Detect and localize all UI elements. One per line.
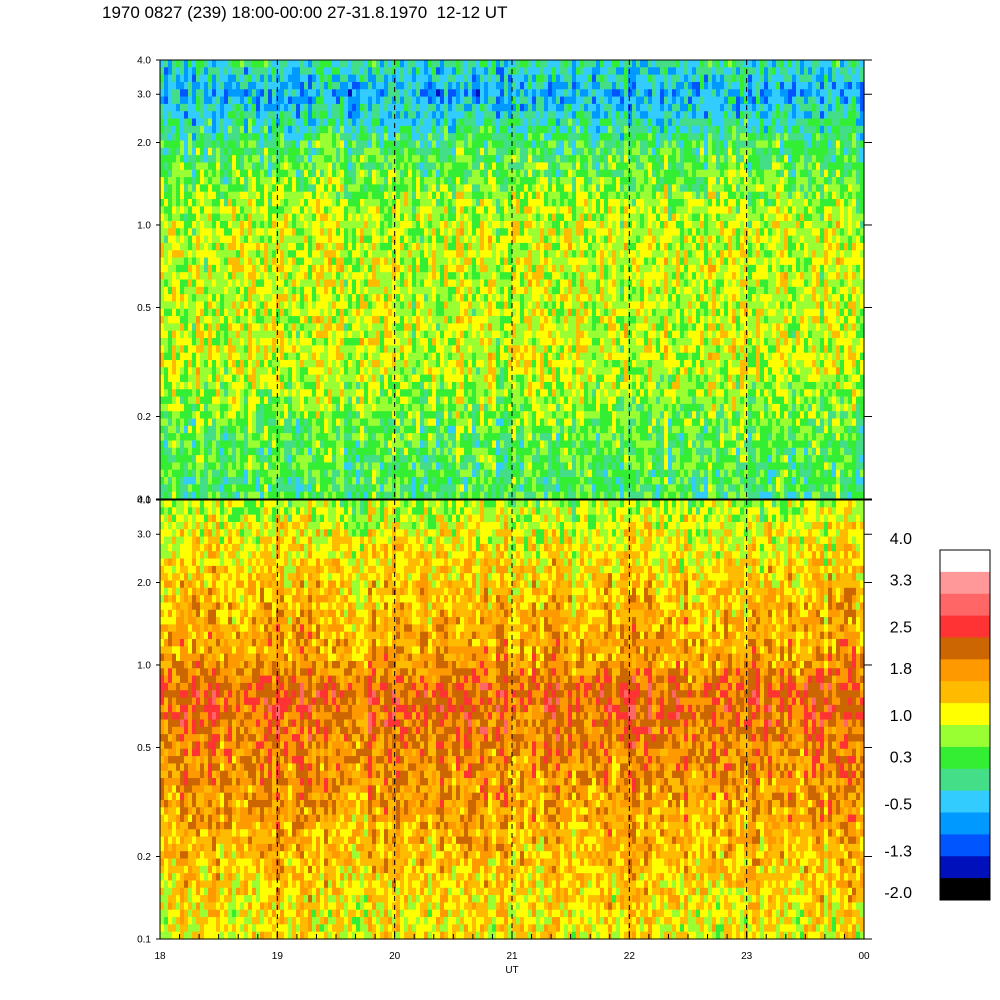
y-tick-label: 4.0 xyxy=(137,56,151,67)
colorbar-segment xyxy=(940,615,990,639)
colorbar-label: 1.0 xyxy=(890,708,912,725)
lower-panel: 0.1 0.2 0.5 1.0 2.0 3.0 4.0 18 19 20 21 22 23 00 xyxy=(137,496,872,962)
x-tick-label: 18 xyxy=(154,951,166,962)
colorbar-segment xyxy=(940,703,990,726)
colorbar-segment xyxy=(940,659,990,682)
x-tick-label: 23 xyxy=(741,951,753,962)
y-tick-label: 0.5 xyxy=(137,743,151,754)
y-tick-label: 4.0 xyxy=(137,496,151,507)
colorbar-label: 3.3 xyxy=(890,572,912,589)
colorbar-frame xyxy=(939,549,991,901)
y-tick-label: 0.1 xyxy=(137,935,151,946)
x-tick-label: 19 xyxy=(272,951,284,962)
y-tick-label: 2.0 xyxy=(137,138,151,149)
x-tick-label: 21 xyxy=(506,951,518,962)
colorbar-label: 4.0 xyxy=(890,531,912,548)
y-tick-label: 0.2 xyxy=(137,852,151,863)
y-tick-label: 3.0 xyxy=(137,530,151,541)
colorbar-label: 2.5 xyxy=(890,620,912,637)
y-tick-label: 0.2 xyxy=(137,412,151,423)
colorbar-segment xyxy=(940,856,990,879)
colorbar: 4.0 3.3 2.5 1.8 1.0 0.3 -0.5 -1.3 -2.0 xyxy=(884,531,991,902)
colorbar-segment xyxy=(940,878,990,901)
colorbar-label: 1.8 xyxy=(890,661,912,678)
y-tick-label: 0.1 xyxy=(137,495,151,506)
page-title: 1970 0827 (239) 18:00-00:00 27-31.8.1970… xyxy=(102,3,507,23)
colorbar-segment xyxy=(940,768,990,792)
colorbar-segment xyxy=(940,550,990,573)
colorbar-segment xyxy=(940,790,990,814)
colorbar-segment xyxy=(940,571,990,595)
colorbar-segment xyxy=(940,725,990,748)
colorbar-segment xyxy=(940,746,990,770)
colorbar-segment xyxy=(940,834,990,857)
x-tick-label: 20 xyxy=(389,951,401,962)
colorbar-segment xyxy=(940,812,990,835)
colorbar-segment xyxy=(940,593,990,617)
colorbar-label: -1.3 xyxy=(884,844,912,861)
upper-panel: 0.1 0.2 0.5 1.0 2.0 3.0 4.0 xyxy=(137,56,872,506)
heatmap-cells xyxy=(160,60,865,500)
colorbar-label: 0.3 xyxy=(890,749,912,766)
y-tick-label: 3.0 xyxy=(137,90,151,101)
y-tick-label: 1.0 xyxy=(137,660,151,671)
colorbar-label: -2.0 xyxy=(884,885,912,902)
colorbar-label: -0.5 xyxy=(884,797,912,814)
x-axis-label: UT xyxy=(505,965,518,976)
y-tick-label: 0.5 xyxy=(137,303,151,314)
x-tick-label: 00 xyxy=(858,951,870,962)
colorbar-segment xyxy=(940,681,990,704)
colorbar-segment xyxy=(940,637,990,660)
y-tick-label: 1.0 xyxy=(137,220,151,231)
x-tick-label: 22 xyxy=(624,951,636,962)
y-tick-label: 2.0 xyxy=(137,578,151,589)
